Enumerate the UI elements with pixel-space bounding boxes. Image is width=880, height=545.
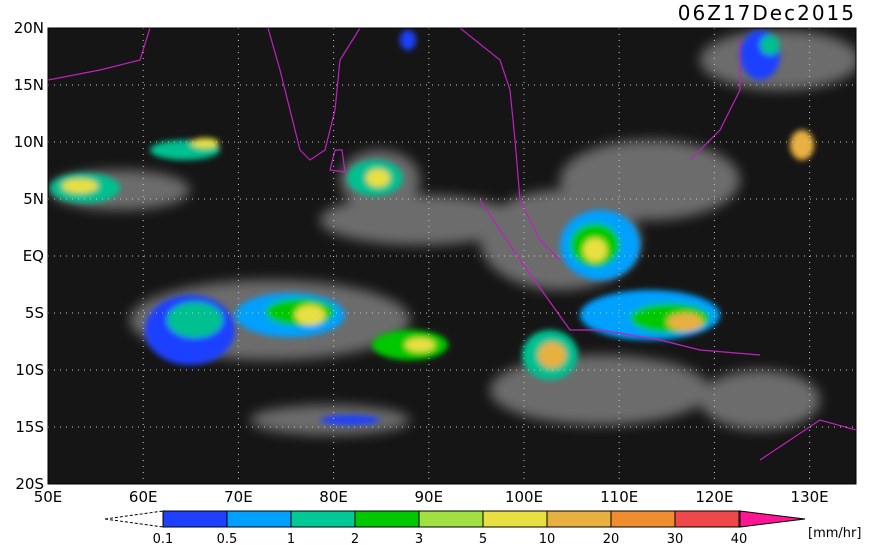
lat-label: 15N [14, 76, 44, 94]
colorbar-segment [354, 510, 420, 528]
lat-label: 20N [14, 19, 44, 37]
colorbar-unit: [mm/hr] [808, 526, 861, 541]
colorbar-segment [226, 510, 292, 528]
colorbar-segment [674, 510, 740, 528]
lon-label: 70E [224, 488, 253, 506]
colorbar-label: 0.1 [153, 532, 174, 545]
lon-label: 130E [791, 488, 829, 506]
colorbar-label: 10 [539, 532, 556, 545]
map-title: 06Z17Dec2015 [678, 1, 856, 25]
colorbar-segment [546, 510, 612, 528]
colorbar-label: 3 [415, 532, 423, 545]
colorbar-label: 5 [479, 532, 487, 545]
lat-label: 10N [14, 133, 44, 151]
lon-label: 90E [415, 488, 444, 506]
lat-label: 10S [15, 361, 44, 379]
map-frame [47, 27, 857, 485]
lon-label: 60E [129, 488, 158, 506]
lon-label: 110E [600, 488, 638, 506]
colorbar-label: 20 [603, 532, 620, 545]
colorbar-segment [482, 510, 548, 528]
lat-label: EQ [23, 247, 44, 265]
lat-label: 5S [25, 304, 44, 322]
lat-label: 5N [23, 190, 44, 208]
colorbar [104, 510, 806, 528]
colorbar-label: 40 [731, 532, 748, 545]
colorbar-label: 30 [667, 532, 684, 545]
colorbar-segment [418, 510, 484, 528]
lon-label: 50E [34, 488, 63, 506]
colorbar-segment [162, 510, 228, 528]
colorbar-label: 0.5 [217, 532, 238, 545]
colorbar-label: 1 [287, 532, 295, 545]
lat-label: 20S [15, 475, 44, 493]
lat-label: 15S [15, 418, 44, 436]
colorbar-segment [290, 510, 356, 528]
satellite-image [48, 28, 856, 484]
coastlines [48, 28, 856, 461]
lon-label: 100E [505, 488, 543, 506]
lon-label: 80E [319, 488, 348, 506]
colorbar-segment [610, 510, 676, 528]
colorbar-label: 2 [351, 532, 359, 545]
lon-label: 120E [695, 488, 733, 506]
